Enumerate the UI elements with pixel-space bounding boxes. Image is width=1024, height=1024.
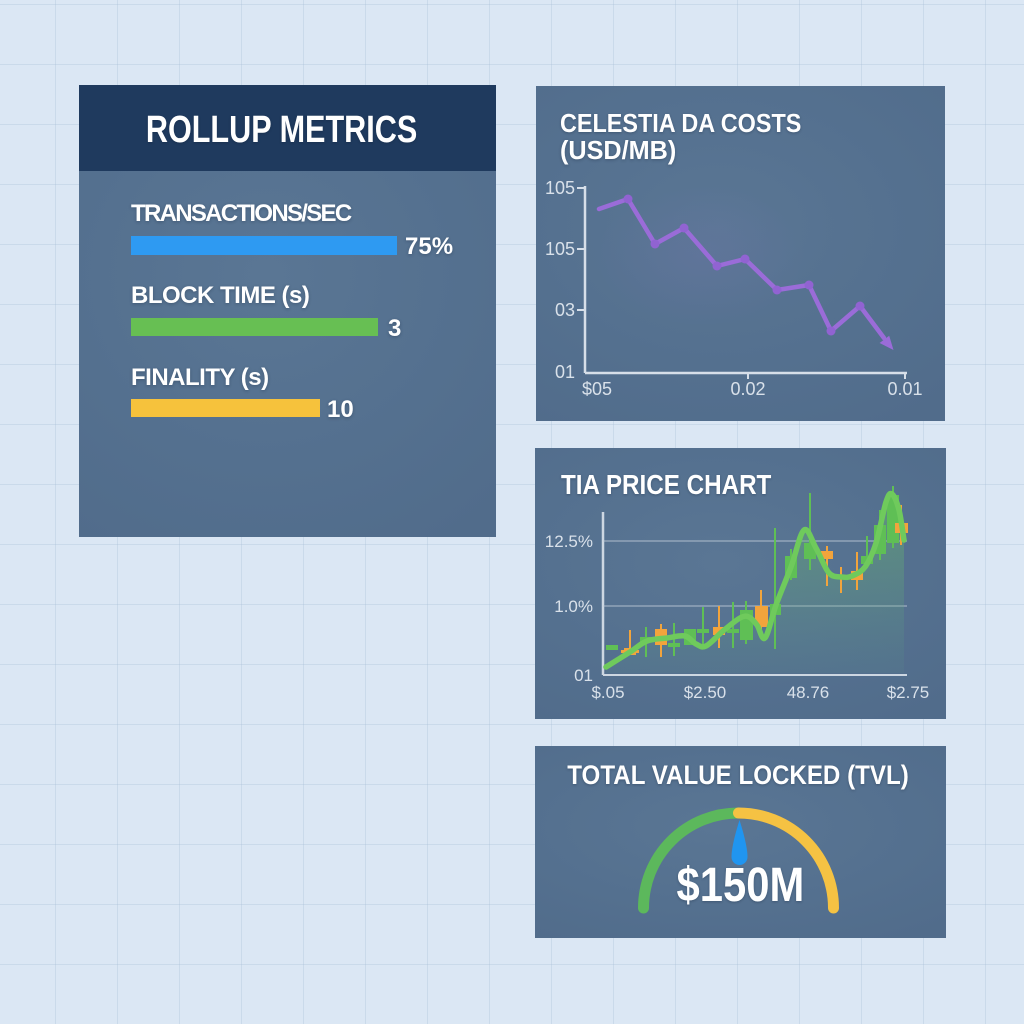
svg-text:03: 03 [555,300,575,320]
svg-text:01: 01 [574,666,593,685]
svg-text:$.05: $.05 [591,683,624,702]
svg-text:$2.75: $2.75 [887,683,930,702]
svg-text:48.76: 48.76 [787,683,830,702]
svg-text:105: 105 [545,239,575,259]
svg-text:12.5%: 12.5% [545,532,593,551]
svg-text:$2.50: $2.50 [684,683,727,702]
svg-text:0.02: 0.02 [730,379,765,399]
svg-text:$05: $05 [582,379,612,399]
svg-text:01: 01 [555,362,575,382]
svg-text:105: 105 [545,178,575,198]
svg-text:1.0%: 1.0% [554,597,593,616]
svg-text:0.01: 0.01 [887,379,922,399]
